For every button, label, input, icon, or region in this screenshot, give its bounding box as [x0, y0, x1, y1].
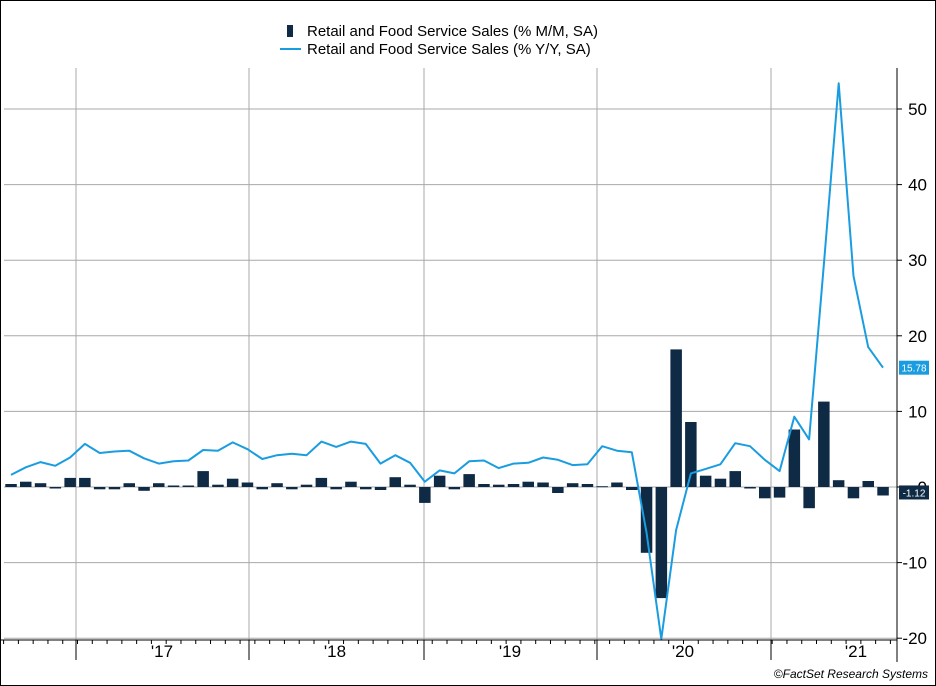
mom-bar — [448, 487, 461, 490]
mom-bars — [5, 349, 889, 599]
mom-bar — [759, 487, 771, 499]
mom-bar — [566, 483, 579, 487]
yoy-line — [10, 82, 884, 640]
mom-bar — [493, 484, 505, 487]
mom-bar — [20, 481, 32, 487]
mom-bar — [345, 481, 357, 487]
mom-bar — [49, 487, 62, 489]
last-value-badges: 15.78 -1.12 — [899, 360, 929, 500]
mom-bar — [167, 485, 180, 487]
mom-bar — [138, 487, 150, 491]
mom-bar — [286, 487, 298, 490]
mom-bar — [596, 486, 608, 488]
mom-bar — [714, 478, 727, 487]
mom-bar — [699, 475, 712, 487]
y-tick-label: -10 — [902, 554, 927, 573]
mom-bar — [788, 429, 801, 487]
mom-bar — [315, 477, 328, 487]
mom-bar — [729, 471, 741, 487]
mom-bar — [34, 483, 47, 487]
legend: Retail and Food Service Sales (% M/M, SA… — [280, 23, 598, 58]
grid — [4, 68, 897, 640]
yoy-last-badge — [899, 360, 929, 375]
mom-bar — [611, 482, 623, 487]
y-tick-label: 50 — [908, 100, 927, 119]
axes: 50403020100-10-20'17'18'19'20'21 — [0, 68, 927, 662]
mom-bar — [64, 477, 76, 487]
mom-bar — [581, 484, 594, 487]
mom-bar — [640, 487, 653, 553]
mom-bar — [197, 471, 209, 487]
mom-bar — [182, 485, 195, 487]
mom-bar — [832, 480, 845, 487]
legend-bar-swatch — [287, 25, 293, 37]
mom-bar — [537, 482, 549, 487]
legend-label-mom: Retail and Food Service Sales (% M/M, SA… — [307, 23, 598, 40]
x-tick-label: '19 — [499, 642, 521, 661]
mom-bar — [123, 483, 135, 487]
y-tick-label: 30 — [908, 251, 927, 270]
y-tick-label: 40 — [908, 176, 927, 195]
mom-last-label: -1.12 — [903, 488, 926, 499]
mom-bar — [773, 487, 786, 498]
mom-bar — [522, 481, 534, 487]
mom-bar — [419, 487, 431, 503]
mom-bar — [803, 487, 815, 509]
x-tick-label: '20 — [672, 642, 694, 661]
mom-bar — [655, 487, 668, 599]
mom-bar — [389, 477, 401, 487]
mom-bar — [226, 478, 239, 487]
yoy-last-label: 15.78 — [901, 364, 926, 375]
yoy-line-group — [10, 82, 884, 640]
y-tick-label: 20 — [908, 327, 927, 346]
mom-bar — [626, 487, 638, 490]
mom-bar — [108, 487, 121, 490]
mom-bar — [463, 474, 475, 487]
credit-text: ©FactSet Research Systems — [774, 667, 928, 681]
mom-bar — [374, 487, 387, 490]
y-tick-label: 10 — [908, 402, 927, 421]
mom-bar — [330, 487, 342, 490]
mom-bar — [433, 475, 446, 487]
mom-bar — [877, 487, 889, 496]
mom-bar — [847, 487, 860, 499]
mom-bar — [670, 349, 682, 487]
mom-bar — [360, 487, 372, 490]
mom-bar — [256, 487, 268, 490]
mom-bar — [271, 483, 283, 487]
mom-bar — [818, 401, 830, 487]
mom-bar — [404, 484, 416, 487]
x-tick-label: '18 — [324, 642, 346, 661]
mom-bar — [300, 484, 313, 487]
mom-bar — [478, 484, 490, 487]
mom-bar — [685, 422, 697, 487]
mom-bar — [862, 481, 874, 487]
y-tick-label: -20 — [902, 629, 927, 648]
mom-bar — [552, 487, 564, 493]
mom-last-badge — [899, 485, 929, 500]
mom-bar — [93, 487, 106, 490]
mom-bar — [153, 483, 165, 487]
mom-bar — [507, 484, 520, 487]
mom-bar — [5, 484, 17, 487]
mom-bar — [212, 484, 224, 487]
mom-bar — [241, 482, 254, 487]
x-tick-label: '17 — [151, 642, 173, 661]
x-tick-label: '21 — [845, 642, 867, 661]
mom-bar — [79, 477, 91, 487]
mom-bar — [744, 487, 756, 489]
legend-label-yoy: Retail and Food Service Sales (% Y/Y, SA… — [307, 41, 591, 58]
